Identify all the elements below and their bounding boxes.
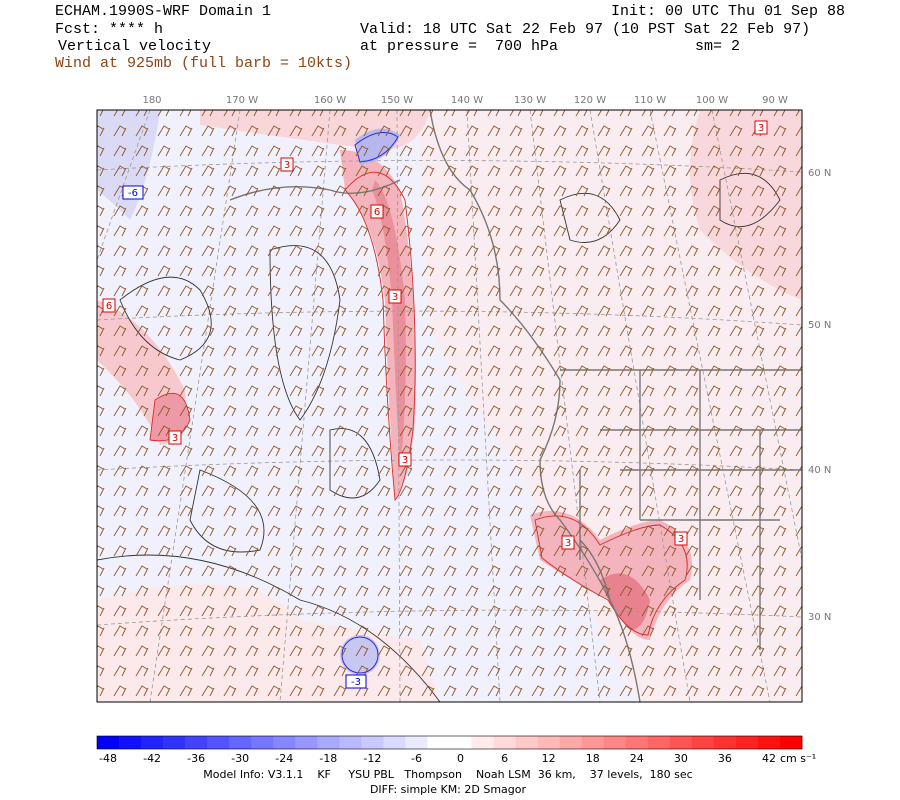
- colorbar-box: [449, 736, 472, 749]
- colorbar-box: [757, 736, 781, 749]
- lon-label: 130 W: [514, 95, 546, 106]
- colorbar-tick-label: 30: [674, 752, 688, 765]
- forecast: Fcst: **** h: [55, 21, 163, 38]
- colorbar-tick-label: -30: [231, 752, 249, 765]
- lon-label: 150 W: [381, 95, 413, 106]
- lon-label: 100 W: [696, 95, 728, 106]
- colorbar-tick-label: -42: [143, 752, 161, 765]
- colorbar-box: [647, 736, 671, 749]
- colorbar-box: [163, 736, 186, 749]
- lon-label: 180: [142, 95, 161, 106]
- colorbar-box: [559, 736, 582, 749]
- smoothing: sm= 2: [695, 38, 740, 55]
- colorbar-tick-label: 18: [586, 752, 600, 765]
- contour-label: 3: [402, 455, 408, 466]
- lon-label: 160 W: [314, 95, 346, 106]
- map-frame: [96, 109, 803, 703]
- lon-label: 110 W: [634, 95, 666, 106]
- colorbar-box: [207, 736, 230, 749]
- lat-label: 40 N: [808, 465, 831, 476]
- contour-label: 3: [172, 433, 178, 444]
- colorbar-box: [427, 736, 450, 749]
- colorbar-tick-label: -6: [411, 752, 422, 765]
- colorbar-tick-label: -48: [99, 752, 117, 765]
- valid-time: Valid: 18 UTC Sat 22 Feb 97 (10 PST Sat …: [360, 21, 810, 38]
- colorbar-box: [691, 736, 715, 749]
- lat-label: 30 N: [808, 612, 831, 623]
- colorbar-tick-label: -12: [363, 752, 381, 765]
- colorbar-box: [273, 736, 296, 749]
- title: ECHAM.1990S-WRF Domain 1: [55, 3, 271, 20]
- pressure: at pressure = 700 hPa: [360, 38, 558, 55]
- colorbar-tick-label: -36: [187, 752, 205, 765]
- colorbar-box: [185, 736, 208, 749]
- contour-label: 3: [678, 534, 684, 545]
- colorbar-box: [625, 736, 649, 749]
- colorbar-box: [581, 736, 605, 749]
- lon-label: 170 W: [226, 95, 258, 106]
- contour-label: 3: [392, 292, 398, 303]
- overlay: Wind at 925mb (full barb = 10kts): [55, 55, 352, 72]
- colorbar-box: [97, 736, 120, 749]
- contour-label: 6: [374, 207, 380, 218]
- colorbar-box: [317, 736, 340, 749]
- model-info: Model Info: V3.1.1 KF YSU PBL Thompson N…: [203, 768, 692, 781]
- init-time: Init: 00 UTC Thu 01 Sep 88: [611, 3, 845, 20]
- colorbar-tick-label: -24: [275, 752, 293, 765]
- lon-label: 140 W: [451, 95, 483, 106]
- colorbar-box: [251, 736, 274, 749]
- contour-label: 3: [758, 123, 764, 134]
- field: Vertical velocity: [58, 38, 211, 55]
- colorbar-box: [603, 736, 627, 749]
- contour-label: 3: [565, 538, 571, 549]
- colorbar-box: [229, 736, 252, 749]
- colorbar: -48 -42 -36 -30 -24 -18 -12 -6 0 6 12 18 24 30 36 42: [96, 735, 803, 765]
- contour-label: -6: [128, 188, 138, 199]
- lat-label: 60 N: [808, 168, 831, 179]
- colorbar-box: [515, 736, 538, 749]
- colorbar-tick-label: 0: [457, 752, 464, 765]
- colorbar-box: [383, 736, 406, 749]
- colorbar-box: [735, 736, 759, 749]
- colorbar-tick-label: 12: [542, 752, 556, 765]
- map: [97, 110, 802, 702]
- lon-label: 120 W: [574, 95, 606, 106]
- colorbar-box: [339, 736, 362, 749]
- colorbar-box: [295, 736, 318, 749]
- colorbar-box: [405, 736, 428, 749]
- colorbar-tick-label: 6: [501, 752, 508, 765]
- contour-label: 3: [284, 160, 290, 171]
- contour-label: 6: [106, 301, 112, 312]
- colorbar-box: [493, 736, 516, 749]
- diff-info: DIFF: simple KM: 2D Smagor: [370, 783, 527, 796]
- colorbar-tick-label: -18: [319, 752, 337, 765]
- colorbar-box: [713, 736, 737, 749]
- colorbar-unit: cm s⁻¹: [780, 752, 816, 765]
- colorbar-box: [119, 736, 142, 749]
- colorbar-box: [471, 736, 494, 749]
- lon-label: 90 W: [762, 95, 788, 106]
- colorbar-box: [361, 736, 384, 749]
- colorbar-tick-label: 24: [630, 752, 644, 765]
- colorbar-box: [669, 736, 693, 749]
- colorbar-frame: [96, 735, 803, 750]
- colorbar-tick-label: 42: [762, 752, 776, 765]
- lat-label: 50 N: [808, 320, 831, 331]
- contour-labels: 3 6 -6 3 6 3 3 3 3 -3 3: [102, 120, 768, 689]
- colorbar-box: [779, 736, 803, 749]
- colorbar-box: [141, 736, 164, 749]
- contour-label: -3: [351, 677, 361, 688]
- colorbar-tick-label: 36: [718, 752, 732, 765]
- colorbar-box: [537, 736, 560, 749]
